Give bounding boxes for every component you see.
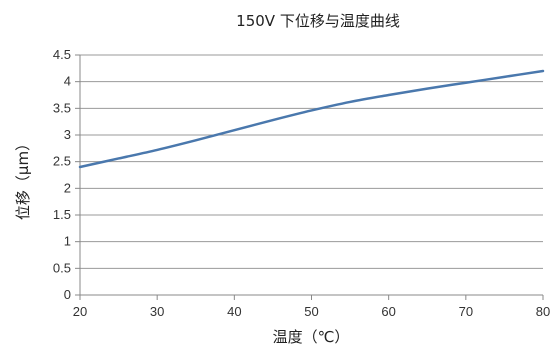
y-tick-label-2: 1	[64, 234, 71, 249]
y-tick-label-0: 0	[64, 287, 71, 302]
x-tick-label-2: 40	[227, 304, 241, 319]
y-tick-label-3: 1.5	[53, 207, 71, 222]
grid-lines	[80, 54, 543, 296]
axes	[75, 54, 544, 300]
chart-title: 150V 下位移与温度曲线	[236, 12, 400, 30]
y-tick-label-7: 3.5	[53, 100, 71, 115]
y-tick-label-4: 2	[64, 180, 71, 195]
x-tick-labels: 20 30 40 50 60 70 80	[73, 304, 550, 319]
y-tick-label-9: 4.5	[53, 47, 71, 62]
x-tick-label-5: 70	[459, 304, 473, 319]
series-line-0	[78, 69, 545, 169]
x-tick-label-3: 50	[304, 304, 318, 319]
y-tick-label-6: 3	[64, 127, 71, 142]
y-tick-label-5: 2.5	[53, 154, 71, 169]
x-tick-label-6: 80	[536, 304, 550, 319]
series	[78, 69, 545, 169]
x-tick-label-1: 30	[150, 304, 164, 319]
x-tick-label-4: 60	[381, 304, 395, 319]
y-tick-labels: 0 0.5 1 1.5 2 2.5 3 3.5 4 4.5	[53, 47, 71, 302]
y-tick-label-8: 4	[64, 74, 71, 89]
x-axis-label: 温度（℃）	[273, 328, 350, 346]
x-tick-label-0: 20	[73, 304, 87, 319]
y-tick-label-1: 0.5	[53, 260, 71, 275]
y-axis-label: 位移（μm）	[14, 136, 32, 220]
